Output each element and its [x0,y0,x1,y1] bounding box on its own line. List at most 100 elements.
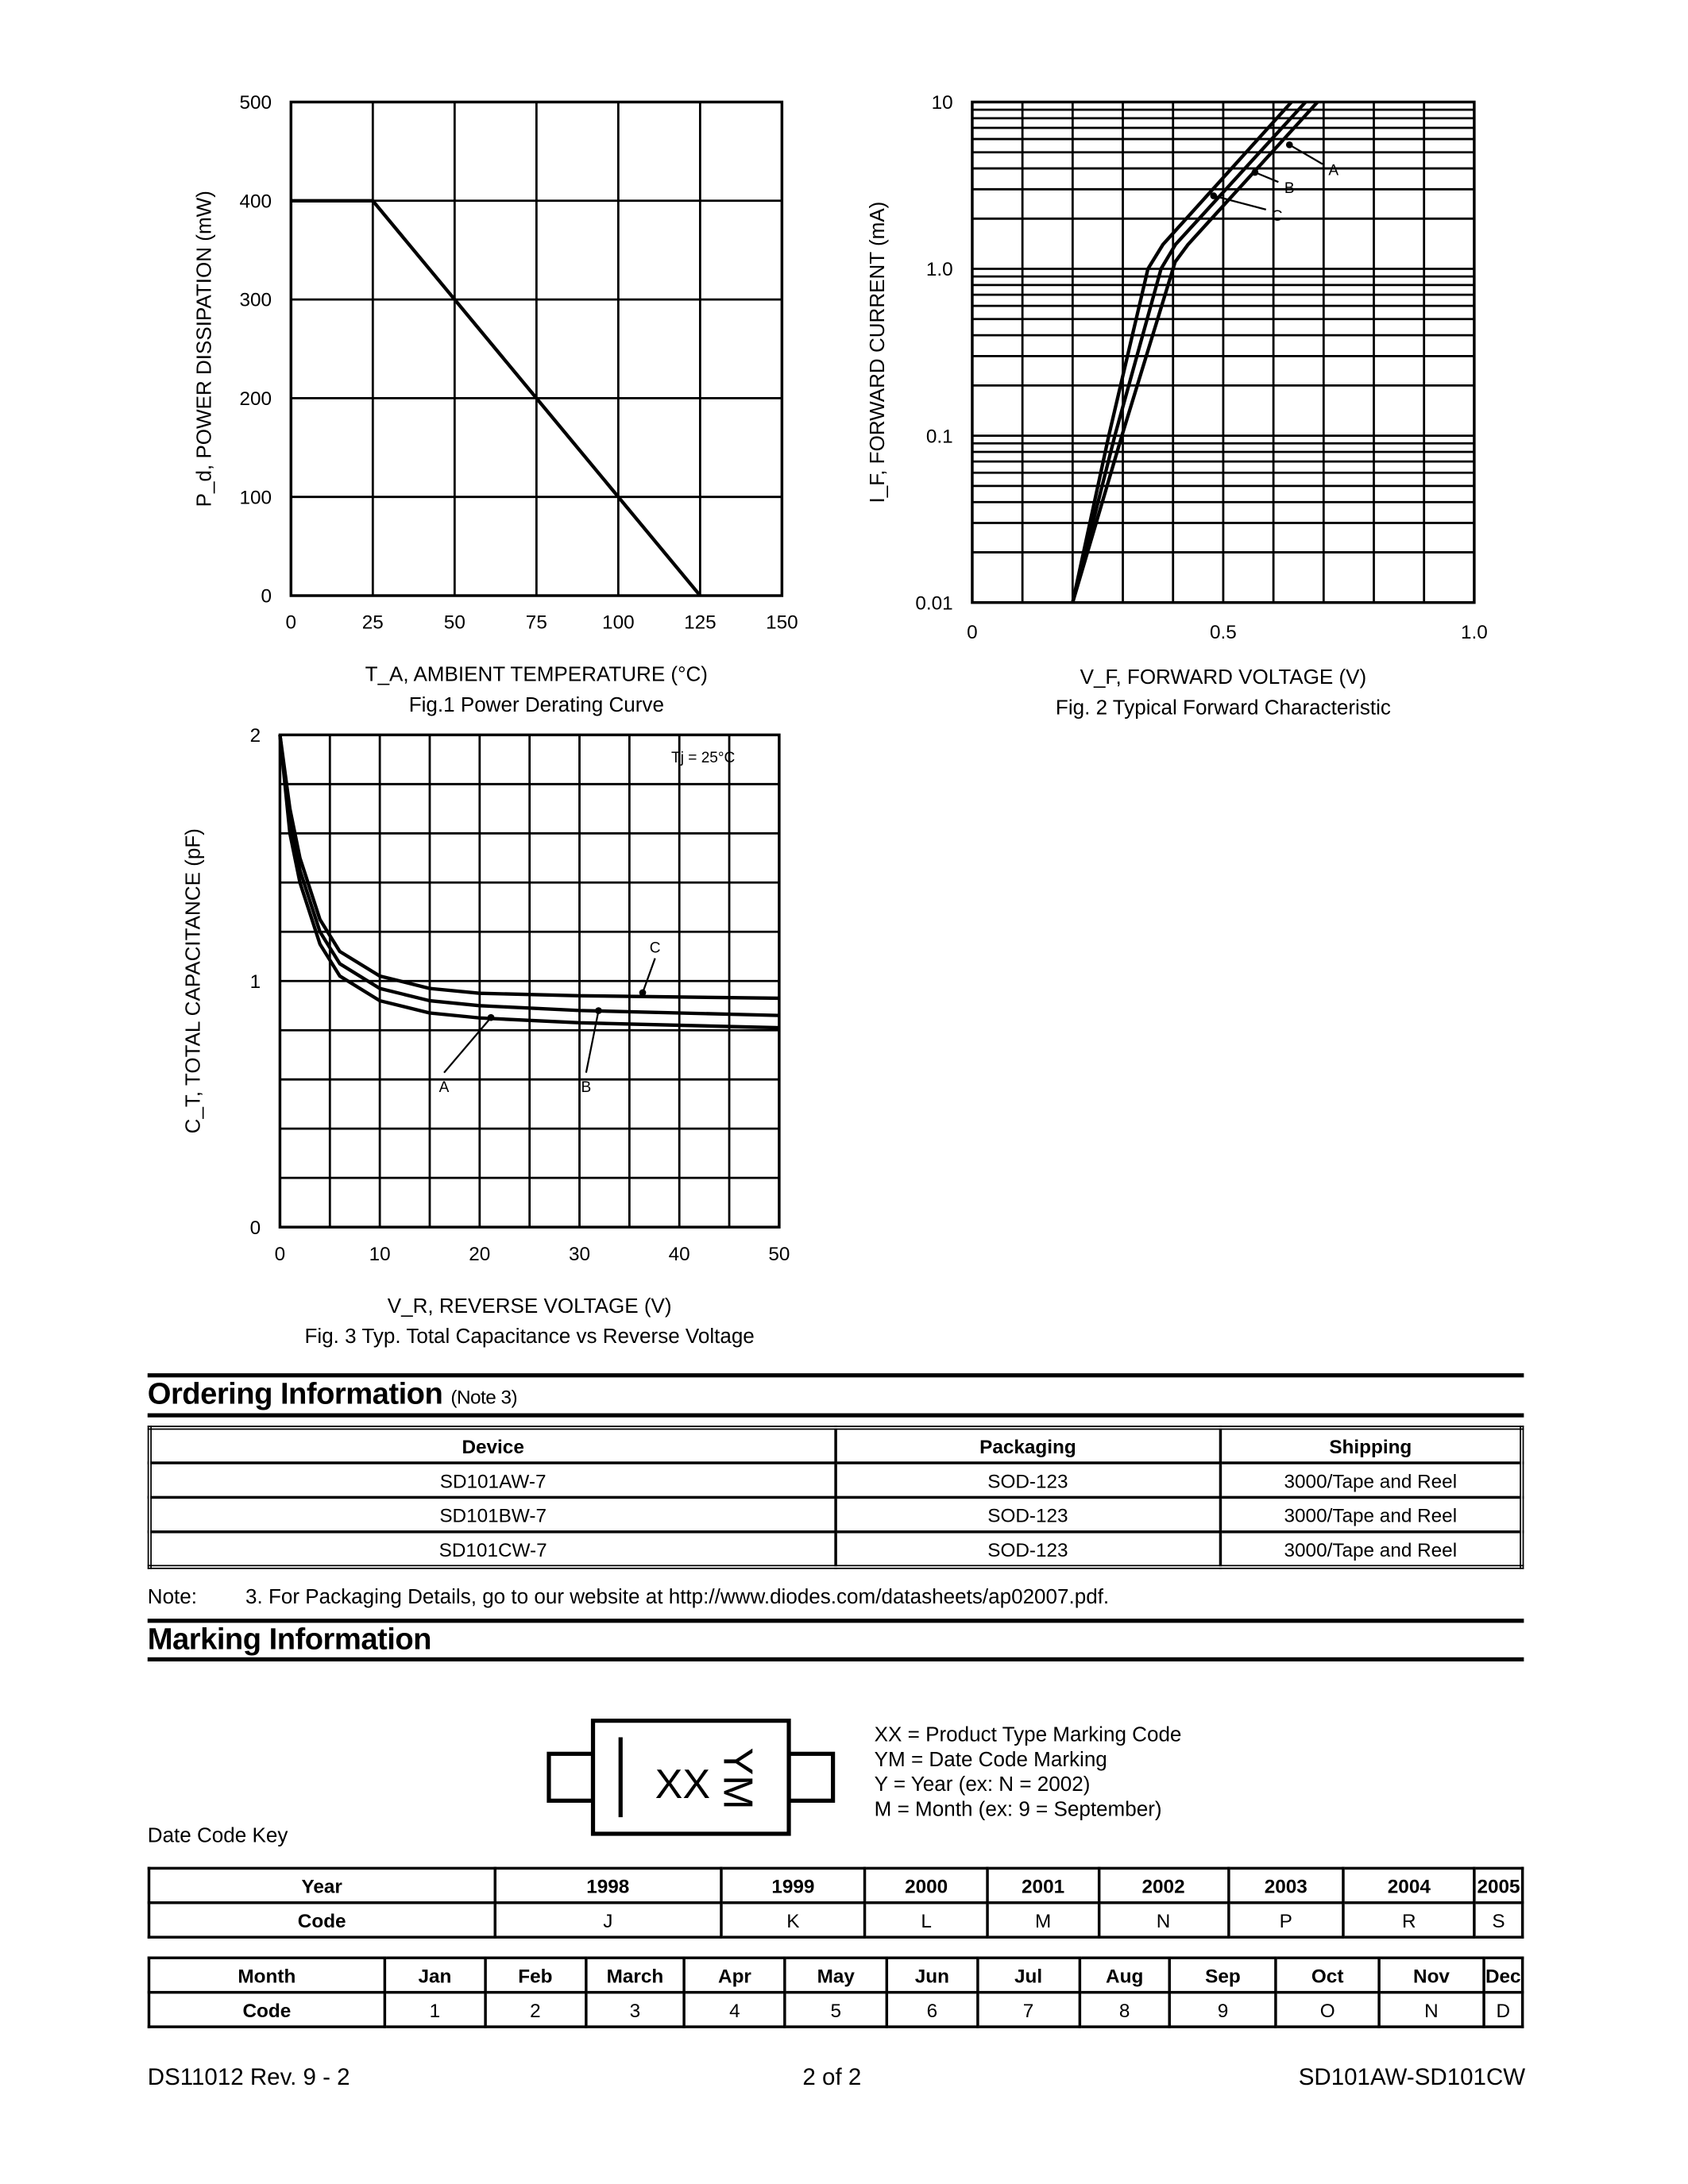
cell: 3 [584,1990,686,2028]
cell: SOD-123 [834,1461,1222,1499]
note-label: Note: [147,1585,198,1610]
cell: 3000/Tape and Reel [1219,1461,1524,1499]
table-row: SD101CW-7 SOD-123 3000/Tape and Reel [148,1530,1524,1569]
series-line [291,199,702,597]
y-tick-label: 1 [250,971,261,993]
y-tick-label: 100 [239,487,272,508]
y-tick-label: 0 [261,586,272,608]
series-line-c [278,735,779,1001]
table-row: SD101BW-7 SOD-123 3000/Tape and Reel [148,1495,1524,1534]
curve-label: B [1284,180,1295,197]
package-marking-diagram: XX YM [547,1719,836,1836]
curve-label-arrow [1254,171,1279,183]
divider [147,1413,1524,1418]
x-tick-label: 10 [369,1244,391,1265]
y-tick-label: 200 [239,388,272,410]
cell: March [584,1956,686,1994]
cell: 4 [683,1990,786,2028]
cell: SD101AW-7 [148,1461,837,1499]
year-code-row: Code J K L M N P R S [147,1901,1524,1939]
plot-frame [971,100,1476,604]
legend-line: M = Month (ex: 9 = September) [874,1797,1162,1822]
y-axis-label: I_F, FORWARD CURRENT (mA) [865,202,889,504]
cell: Year [147,1866,496,1904]
curve-label-arrow [1288,144,1323,165]
footer-part-number: SD101AW-SD101CW [1298,2063,1526,2090]
x-tick-label: 100 [602,612,635,634]
date-code-key-label: Date Code Key [147,1823,288,1848]
x-tick-label: 20 [469,1244,490,1265]
y-axis-label: P_d, POWER DISSIPATION (mW) [192,191,216,507]
cell: J [493,1901,723,1939]
x-tick-label: 1.0 [1461,622,1488,643]
divider [147,1619,1524,1623]
footer-page-number: 2 of 2 [802,2063,862,2090]
cell: S [1473,1901,1524,1939]
y-tick-label: 400 [239,191,272,212]
cell: K [719,1901,867,1939]
cell: Aug [1077,1956,1172,1994]
table-header-row: Device Packaging Shipping [148,1426,1524,1464]
x-axis-label: V_F, FORWARD VOLTAGE (V) [1080,665,1367,689]
marking-ym: YM [714,1748,760,1810]
cell: Apr [683,1956,786,1994]
cell: 7 [975,1990,1081,2028]
footer-doc-number: DS11012 Rev. 9 - 2 [147,2063,350,2090]
divider [147,1373,1524,1378]
cell: SD101BW-7 [148,1495,837,1534]
cell: 5 [783,1990,889,2028]
cell: 2004 [1342,1866,1477,1904]
curve-label-arrow [585,1010,600,1073]
chart-title: Fig. 2 Typical Forward Characteristic [1056,695,1391,719]
x-tick-label: 25 [362,612,384,634]
cell: Sep [1168,1956,1277,1994]
cell: P [1226,1901,1346,1939]
y-axis-label: C_T, TOTAL CAPACITANCE (pF) [181,828,205,1133]
curve-label-arrow [1213,195,1267,210]
cell: 2005 [1473,1866,1524,1904]
cell: Oct [1274,1956,1381,1994]
x-tick-label: 0 [275,1244,286,1265]
x-tick-label: 30 [569,1244,590,1265]
x-tick-label: 0 [967,622,978,643]
pad-left [547,1751,596,1803]
arrow-head [1251,168,1259,176]
y-tick-label: 0.01 [915,592,952,614]
series-line-a [1071,101,1293,604]
y-tick-label: 0.1 [926,426,953,447]
chart-title: Fig. 3 Typ. Total Capacitance vs Reverse… [305,1324,755,1348]
x-tick-label: 50 [444,612,465,634]
arrow-head [639,989,647,997]
year-code-table: Year 1998 1999 2000 2001 2002 2003 2004 2005 Cod… [147,1866,1524,1939]
y-tick-label: 2 [250,725,261,747]
x-tick-label: 50 [768,1244,790,1265]
package-body [590,1719,791,1836]
cell: 3000/Tape and Reel [1219,1530,1524,1569]
y-tick-label: 1.0 [926,259,953,280]
cell: Code [147,1990,386,2028]
cell: 1999 [719,1866,867,1904]
temperature-annotation: Tj = 25°C [671,750,735,766]
cell: 2 [483,1990,587,2028]
cell: 2001 [986,1866,1100,1904]
y-tick-label: 10 [932,92,953,114]
cell: R [1342,1901,1477,1939]
curve-label: B [581,1079,591,1096]
cell: 8 [1077,1990,1172,2028]
divider [147,1657,1524,1662]
cell: N [1377,1990,1485,2028]
x-tick-label: 150 [766,612,798,634]
cell: Code [147,1901,496,1939]
cell: Nov [1377,1956,1485,1994]
table-row: SD101AW-7 SOD-123 3000/Tape and Reel [148,1461,1524,1499]
cell: 6 [885,1990,979,2028]
cell: 9 [1168,1990,1277,2028]
cell: N [1097,1901,1230,1939]
cell: M [986,1901,1100,1939]
x-axis-label: V_R, REVERSE VOLTAGE (V) [388,1294,672,1318]
cell: Jul [975,1956,1081,1994]
arrow-head [1285,141,1293,149]
cell: Feb [483,1956,587,1994]
curve-label: C [650,940,661,957]
